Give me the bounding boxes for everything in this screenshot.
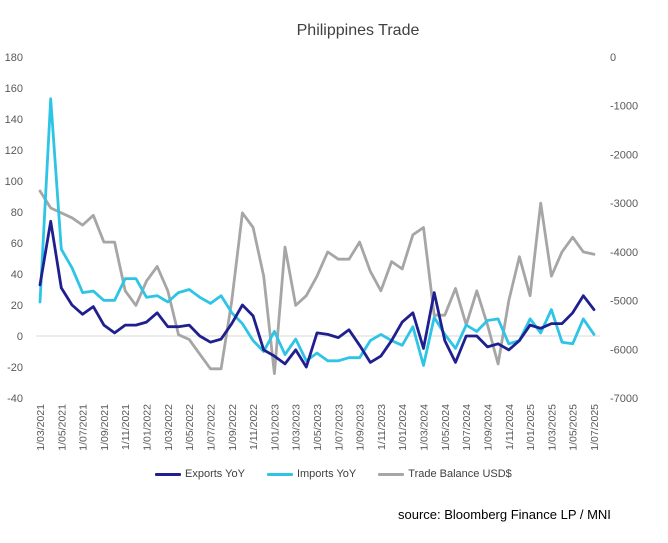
x-axis-tick-label: 1/07/2024 [461,404,473,451]
left-axis-tick-label: 120 [5,145,23,157]
x-axis-tick-label: 1/11/2021 [120,404,132,450]
source-note: source: Bloomberg Finance LP / MNI [398,507,611,522]
right-axis-tick-label: -2000 [610,149,638,161]
imports-yoy-line [38,97,596,367]
x-axis-tick-label: 1/01/2024 [397,404,409,451]
chart-title: Philippines Trade [296,22,420,39]
x-axis-tick-label: 1/07/2023 [333,404,345,451]
left-axis-tick-label: 40 [11,269,23,281]
x-axis-tick-label: 1/05/2024 [440,404,452,451]
right-axis-tick-label: -4000 [610,247,638,259]
x-axis-tick-label: 1/09/2021 [99,404,111,451]
x-axis-tick-label: 1/07/2022 [205,404,217,451]
left-axis-tick-label: -40 [7,393,23,405]
legend-label-exports: Exports YoY [185,468,245,480]
left-axis-tick-label: 80 [11,207,23,219]
right-axis-tick-label: -3000 [610,198,638,210]
x-axis-tick-label: 1/03/2023 [291,404,303,451]
x-axis-tick-label: 1/05/2022 [184,404,196,451]
legend-swatch-imports [266,472,293,476]
x-axis-tick-label: 1/09/2024 [482,404,494,451]
right-axis-tick-label: -7000 [610,393,638,405]
right-axis-tick-label: -6000 [610,344,638,356]
left-axis-tick-label: 20 [11,300,23,312]
left-axis-tick-label: 100 [5,176,23,188]
x-axis-tick-label: 1/07/2025 [589,404,601,451]
x-axis-tick-label: 1/09/2022 [227,404,239,451]
right-axis-tick-label: -1000 [610,101,638,113]
legend-label-imports: Imports YoY [296,468,357,480]
x-axis-tick-label: 1/05/2025 [568,404,580,451]
x-axis-tick-label: 1/11/2024 [504,404,516,450]
legend-item-imports: Imports YoY [266,468,357,480]
right-axis-tick-label: 0 [610,52,616,64]
x-axis-tick-label: 1/03/2022 [163,404,175,451]
x-axis-tick-label: 1/05/2023 [312,404,324,451]
left-axis-tick-label: 60 [11,238,23,250]
x-axis-tick-label: 1/01/2022 [142,404,154,451]
x-axis-tick-label: 1/03/2021 [35,404,47,451]
legend-item-trade-balance: Trade Balance USD$ [378,468,512,480]
x-axis-tick-label: 1/01/2025 [525,404,537,451]
left-axis-tick-label: -20 [7,362,23,374]
legend-label-trade-balance: Trade Balance USD$ [408,468,512,480]
chart-legend: Exports YoY Imports YoY Trade Balance US… [155,468,534,480]
x-axis-tick-label: 1/09/2023 [355,404,367,451]
x-axis-tick-label: 1/11/2023 [376,404,388,450]
left-axis-tick-label: 0 [17,331,23,343]
left-axis-tick-label: 140 [5,114,23,126]
legend-item-exports: Exports YoY [155,468,245,480]
x-axis-tick-label: 1/03/2025 [546,404,558,451]
trade-balance-line [38,189,596,376]
right-axis-tick-label: -5000 [610,296,638,308]
x-axis-tick-label: 1/07/2021 [78,404,90,451]
left-axis-tick-label: 180 [5,52,23,64]
x-axis-tick-label: 1/03/2024 [419,404,431,451]
left-axis-tick-label: 160 [5,83,23,95]
legend-swatch-trade-balance [378,472,405,476]
x-axis-tick-label: 1/01/2023 [269,404,281,451]
x-axis-tick-label: 1/11/2022 [248,404,260,450]
x-axis-tick-label: 1/05/2021 [56,404,68,451]
legend-swatch-exports [155,472,181,476]
exports-yoy-line [38,219,596,369]
